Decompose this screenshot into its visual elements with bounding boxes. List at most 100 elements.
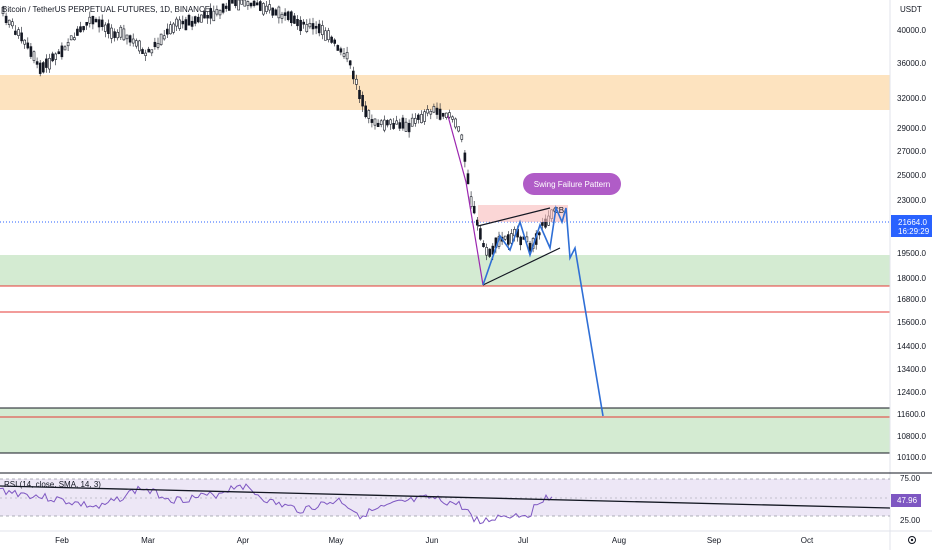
candle-body [286, 11, 290, 20]
candle-body [32, 51, 36, 61]
candle-body [370, 119, 374, 123]
candle-body [289, 11, 293, 24]
candle-body [361, 94, 364, 107]
candle-body [150, 49, 154, 54]
rsi-line [0, 483, 553, 525]
currency-label: USDT [900, 5, 922, 14]
candle-body [125, 34, 129, 40]
candle-body [116, 31, 119, 39]
candle-body [454, 118, 457, 128]
candle-body [203, 11, 206, 19]
candle-body [54, 53, 58, 60]
candle-body [358, 89, 361, 100]
candle-body [271, 7, 275, 16]
triangle-upper-line[interactable] [477, 207, 551, 227]
candle-body [330, 36, 333, 43]
time-axis-labels[interactable]: Feb Mar Apr May Jun Jul Aug Sep Oct [55, 536, 814, 545]
candle-body [348, 60, 352, 66]
candle-body [234, 0, 237, 7]
candle-body [193, 16, 197, 24]
candle-body [466, 173, 470, 185]
price-label: 11600.0 [897, 410, 926, 419]
scale-settings-icon[interactable] [908, 536, 916, 544]
symbol-title: Bitcoin / TetherUS PERPETUAL FUTURES, 1D… [2, 5, 210, 14]
candle-body [212, 10, 216, 22]
candle-body [491, 245, 495, 255]
candle-body [441, 112, 445, 117]
candle-body [333, 39, 337, 44]
price-axis-labels[interactable]: 40000.0 36000.0 32000.0 29000.0 27000.0 25000… [897, 26, 926, 462]
drop-trend-line [447, 115, 484, 286]
candle-body [262, 3, 265, 15]
candle-body [265, 5, 268, 12]
candle-body [57, 51, 61, 55]
candle-body [463, 152, 467, 162]
price-label: 36000.0 [897, 59, 926, 68]
candle-body [255, 2, 259, 6]
last-price-value: 21664.0 [898, 218, 927, 227]
candle-body [175, 18, 178, 27]
candle-body [231, 0, 234, 4]
price-label: 27000.0 [897, 147, 926, 156]
rsi-trend-line[interactable] [0, 485, 891, 509]
candle-body [438, 108, 442, 120]
candle-body [423, 111, 426, 122]
candle-body [345, 52, 349, 60]
candle-body [20, 32, 23, 42]
candle-body [104, 24, 107, 32]
candle-body [100, 19, 104, 27]
rsi-value-tag: 47.96 [891, 494, 921, 507]
candle-body [119, 26, 123, 38]
candle-body [69, 35, 73, 41]
candle-body [45, 58, 48, 68]
candle-body [249, 2, 253, 7]
candle-body [131, 38, 135, 44]
price-label: 10800.0 [897, 432, 926, 441]
candle-body [215, 9, 219, 15]
candle-body [308, 22, 312, 28]
price-label: 18000.0 [897, 274, 926, 283]
candle-body [128, 35, 132, 43]
time-label: May [328, 536, 343, 545]
candle-body [367, 110, 371, 119]
candle-body [420, 114, 423, 124]
candle-body [417, 114, 420, 120]
candle-body [228, 0, 231, 11]
candle-body [85, 21, 88, 26]
candle-body [172, 23, 175, 33]
candle-body [485, 247, 488, 256]
candle-body [479, 228, 482, 240]
candle-body [60, 45, 64, 58]
candle-body [426, 109, 430, 114]
pattern-badge[interactable]: Swing Failure Pattern [523, 173, 621, 195]
candle-body [274, 9, 278, 16]
rsi-value: 47.96 [897, 496, 918, 505]
candle-body [76, 28, 79, 36]
candle-body [29, 46, 33, 57]
candle-body [14, 30, 17, 35]
candle-body [1, 6, 5, 14]
projection-path[interactable] [482, 205, 604, 417]
price-label: 12400.0 [897, 388, 926, 397]
candle-body [413, 117, 417, 124]
candle-body [506, 234, 510, 245]
candle-body [181, 20, 185, 25]
candle-body [94, 18, 98, 23]
candle-body [280, 13, 284, 19]
supply-zone [0, 75, 890, 110]
candle-body [451, 116, 454, 120]
triangle-lower-line[interactable] [482, 247, 561, 286]
candle-body [17, 29, 20, 36]
candle-body [144, 52, 147, 56]
time-label: Jun [426, 536, 439, 545]
candle-body [162, 35, 166, 40]
candle-body [11, 21, 14, 27]
candle-body [169, 24, 172, 35]
last-price-countdown: 16:29:29 [898, 227, 930, 236]
candle-body [156, 42, 160, 48]
candle-body [4, 15, 8, 23]
candle-body [153, 41, 157, 48]
last-price-tag: 21664.0 16:29:29 [891, 215, 932, 237]
candle-body [389, 119, 392, 125]
